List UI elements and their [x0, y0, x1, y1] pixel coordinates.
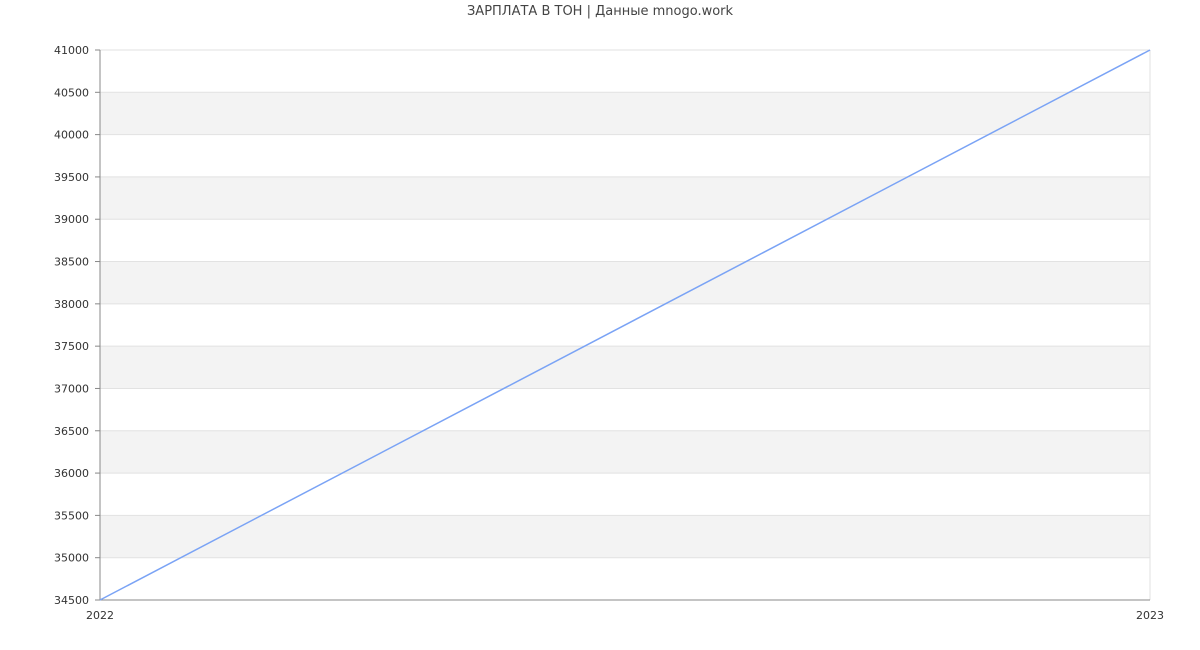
- grid-band: [100, 92, 1150, 135]
- x-tick-label: 2023: [1136, 609, 1164, 622]
- y-tick-label: 39500: [54, 171, 89, 184]
- y-tick-label: 40000: [54, 129, 89, 142]
- y-tick-label: 41000: [54, 44, 89, 57]
- y-tick-label: 35000: [54, 552, 89, 565]
- y-tick-label: 37000: [54, 382, 89, 395]
- y-tick-label: 36500: [54, 425, 89, 438]
- grid-band: [100, 346, 1150, 389]
- grid-band: [100, 176, 1150, 220]
- grid-band: [100, 261, 1150, 304]
- series-line: [99, 49, 1151, 601]
- y-tick-label: 35500: [54, 509, 89, 522]
- y-tick-label: 40500: [54, 86, 89, 99]
- y-tick-label: 38000: [54, 298, 89, 311]
- grid-band: [100, 515, 1150, 558]
- y-tick-label: 34500: [54, 594, 89, 607]
- y-tick-label: 39000: [54, 213, 89, 226]
- y-tick-label: 36000: [54, 467, 89, 480]
- x-tick-label: 2022: [86, 609, 114, 622]
- chart-title: ЗАРПЛАТА В ТОН | Данные mnogo.work: [466, 4, 734, 19]
- grid-band: [100, 430, 1150, 474]
- y-tick-label: 37500: [54, 340, 89, 353]
- y-tick-label: 38500: [54, 256, 89, 269]
